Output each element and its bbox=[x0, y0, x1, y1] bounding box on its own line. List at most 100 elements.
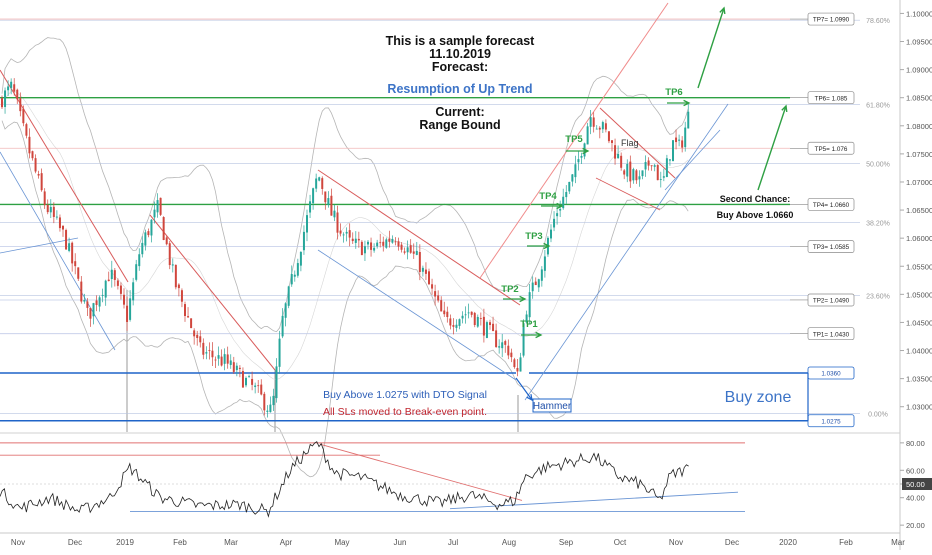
forecast-arrow-head bbox=[719, 6, 726, 15]
candle-body bbox=[147, 231, 150, 236]
candle-body bbox=[275, 366, 278, 399]
candle-body bbox=[309, 201, 312, 213]
candle-body bbox=[98, 297, 101, 307]
flag-support bbox=[664, 129, 721, 191]
candle-body bbox=[604, 123, 607, 130]
candle-body bbox=[144, 232, 147, 246]
candle-body bbox=[177, 284, 180, 289]
candle-body bbox=[92, 303, 95, 317]
candle-body bbox=[89, 307, 92, 319]
candle-body bbox=[296, 263, 299, 276]
candle-body bbox=[440, 300, 443, 312]
tp-marker-arrow-head bbox=[519, 295, 527, 303]
candle-body bbox=[638, 176, 641, 180]
tp-label-box bbox=[807, 293, 855, 307]
price-tick-label: 1.06000 bbox=[906, 234, 932, 243]
price-tick-label: 1.09000 bbox=[906, 66, 932, 75]
hammer-arrow-head bbox=[526, 393, 533, 402]
candle-body bbox=[324, 191, 327, 203]
tp-marker-label: TP6 bbox=[665, 87, 682, 98]
candle-body bbox=[13, 84, 16, 92]
price-tick-label: 1.04500 bbox=[906, 318, 932, 327]
candle-body bbox=[357, 238, 360, 241]
price-tick-label: 1.09500 bbox=[906, 38, 932, 47]
candle-body bbox=[412, 251, 415, 254]
candle-body bbox=[190, 318, 193, 329]
flag-top bbox=[599, 107, 676, 179]
candle-body bbox=[223, 354, 226, 364]
candle-body bbox=[40, 173, 43, 191]
candle-body bbox=[306, 215, 308, 233]
candle-body bbox=[217, 355, 220, 359]
candle-body bbox=[287, 286, 290, 306]
candle-body bbox=[653, 165, 656, 167]
candle-body bbox=[202, 342, 205, 355]
candle-body bbox=[333, 210, 336, 218]
candle-body bbox=[86, 301, 89, 308]
candle-body bbox=[46, 204, 49, 213]
candle-body bbox=[437, 295, 440, 301]
candle-body bbox=[123, 294, 125, 305]
fib-level-label: 38.20% bbox=[866, 220, 890, 227]
candle-body bbox=[321, 178, 324, 189]
candle-body bbox=[528, 292, 531, 318]
candle-body bbox=[187, 316, 190, 318]
candle-body bbox=[107, 279, 110, 282]
candle-body bbox=[431, 284, 434, 289]
candle-body bbox=[559, 208, 562, 211]
second-chance-arrow-head bbox=[781, 104, 788, 113]
candle-body bbox=[443, 310, 446, 315]
price-tick-label: 1.08000 bbox=[906, 122, 932, 131]
price-tick-label: 1.10000 bbox=[906, 9, 932, 18]
time-tick-label: Dec bbox=[68, 538, 82, 547]
candle-body bbox=[391, 238, 394, 243]
candle-body bbox=[409, 245, 412, 253]
candle-body bbox=[1, 98, 3, 108]
candle-body bbox=[208, 350, 211, 351]
candle-body bbox=[415, 250, 418, 255]
candle-body bbox=[504, 341, 507, 345]
candle-body bbox=[245, 377, 247, 386]
candle-body bbox=[168, 243, 171, 266]
price-tick-label: 1.04000 bbox=[906, 347, 932, 356]
osc-current-box bbox=[902, 478, 932, 490]
candle-body bbox=[22, 108, 25, 124]
candle-body bbox=[58, 217, 61, 229]
candle-body bbox=[424, 269, 427, 274]
tp-label-box bbox=[807, 12, 855, 26]
candle-body bbox=[665, 158, 668, 177]
candle-body bbox=[327, 198, 330, 205]
candle-body bbox=[31, 151, 34, 159]
candle-body bbox=[479, 318, 482, 319]
tp-label: TP2= 1.0490 bbox=[813, 298, 850, 305]
candle-body bbox=[62, 225, 64, 230]
tp-marker-arrow-head bbox=[556, 202, 564, 210]
candle-body bbox=[284, 303, 287, 318]
time-tick-label: Feb bbox=[173, 538, 187, 547]
support-line bbox=[0, 237, 79, 254]
price-tick-label: 1.03000 bbox=[906, 403, 932, 412]
candle-body bbox=[553, 218, 556, 228]
candle-body bbox=[229, 360, 232, 365]
candle-body bbox=[74, 261, 77, 267]
time-tick-label: May bbox=[334, 538, 349, 547]
candle-body bbox=[159, 197, 162, 215]
candle-body bbox=[150, 219, 153, 236]
candle-body bbox=[623, 170, 626, 175]
channel-lower bbox=[0, 151, 116, 351]
candle-body bbox=[342, 234, 345, 236]
candle-body bbox=[315, 178, 318, 189]
tp-label: TP3= 1.0585 bbox=[813, 244, 850, 251]
candle-body bbox=[77, 267, 80, 279]
fib-level-label: 0.00% bbox=[868, 411, 888, 418]
candle-body bbox=[95, 300, 98, 305]
candle-body bbox=[476, 316, 479, 327]
candle-body bbox=[656, 165, 659, 181]
candle-body bbox=[461, 315, 464, 319]
candle-body bbox=[43, 191, 46, 206]
hammer-label-box bbox=[532, 398, 572, 413]
candle-body bbox=[580, 155, 583, 158]
tp-label-box bbox=[807, 91, 855, 105]
osc-support-line bbox=[449, 491, 739, 510]
